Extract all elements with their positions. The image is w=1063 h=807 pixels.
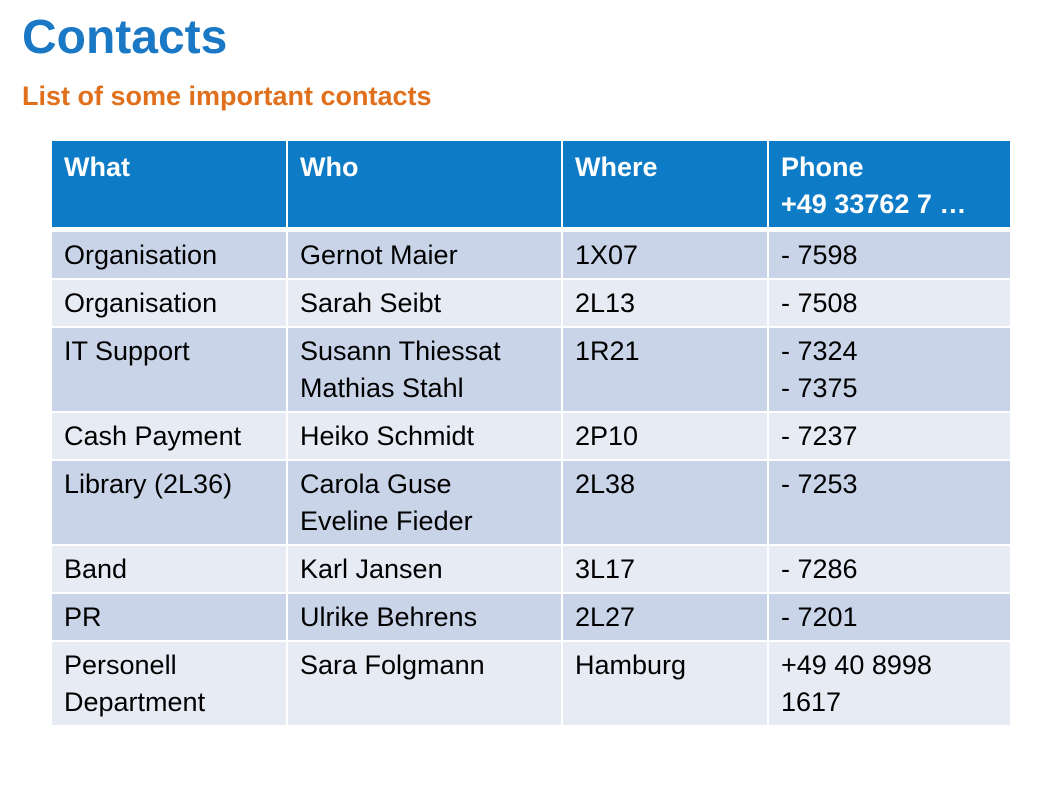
where-text: 2L27: [575, 602, 636, 632]
phone-text: - 7324: [781, 336, 858, 366]
header-phone: Phone +49 33762 7 …: [767, 139, 1012, 232]
cell-where: 3L17: [561, 544, 769, 594]
phone-text: - 7286: [781, 554, 858, 584]
what-text: PR: [64, 602, 102, 632]
cell-what: Personell Department: [50, 640, 288, 727]
what-text: Department: [64, 687, 206, 717]
table-row: Library (2L36) Carola Guse Eveline Fieder 2…: [50, 459, 1012, 546]
what-text: Band: [64, 554, 128, 584]
cell-phone: - 7253: [767, 459, 1012, 546]
table-row: PR Ulrike Behrens 2L27 - 7201: [50, 592, 1012, 642]
phone-text: - 7375: [781, 373, 858, 403]
what-text: Cash Payment: [64, 421, 242, 451]
header-who: Who: [286, 139, 563, 232]
table-row: Band Karl Jansen 3L17 - 7286: [50, 544, 1012, 594]
where-text: 1X07: [575, 240, 639, 270]
cell-phone: - 7508: [767, 278, 1012, 328]
header-what: What: [50, 139, 288, 232]
page-subtitle: List of some important contacts: [22, 81, 432, 111]
table-row: Organisation Sarah Seibt 2L13 - 7508: [50, 278, 1012, 328]
table-header-row: What Who Where Phone +49 33762 7 …: [50, 139, 1012, 232]
cell-who: Ulrike Behrens: [286, 592, 563, 642]
who-text: Heiko Schmidt: [300, 421, 475, 451]
who-text: Carola Guse: [300, 469, 452, 499]
cell-phone: - 7286: [767, 544, 1012, 594]
cell-who: Susann Thiessat Mathias Stahl: [286, 326, 563, 413]
cell-phone: - 7237: [767, 411, 1012, 461]
cell-phone: - 7324 - 7375: [767, 326, 1012, 413]
what-text: Organisation: [64, 240, 218, 270]
where-text: 1R21: [575, 336, 640, 366]
cell-what: PR: [50, 592, 288, 642]
cell-who: Carola Guse Eveline Fieder: [286, 459, 563, 546]
who-text: Gernot Maier: [300, 240, 458, 270]
what-text: IT Support: [64, 336, 190, 366]
cell-phone: +49 40 8998 1617: [767, 640, 1012, 727]
cell-where: 1R21: [561, 326, 769, 413]
cell-phone: - 7598: [767, 228, 1012, 280]
cell-where: 2L38: [561, 459, 769, 546]
who-text: Karl Jansen: [300, 554, 443, 584]
cell-where: 1X07: [561, 228, 769, 280]
cell-what: Cash Payment: [50, 411, 288, 461]
table-row: Cash Payment Heiko Schmidt 2P10 - 7237: [50, 411, 1012, 461]
cell-what: IT Support: [50, 326, 288, 413]
where-text: 2L13: [575, 288, 636, 318]
cell-what: Library (2L36): [50, 459, 288, 546]
cell-who: Gernot Maier: [286, 228, 563, 280]
phone-text: - 7201: [781, 602, 858, 632]
cell-who: Heiko Schmidt: [286, 411, 563, 461]
phone-text: +49 40 8998: [781, 650, 932, 680]
page-title: Contacts: [22, 11, 228, 64]
who-text: Sarah Seibt: [300, 288, 442, 318]
cell-what: Band: [50, 544, 288, 594]
cell-what: Organisation: [50, 228, 288, 280]
cell-who: Sarah Seibt: [286, 278, 563, 328]
cell-what: Organisation: [50, 278, 288, 328]
cell-where: 2P10: [561, 411, 769, 461]
cell-where: 2L13: [561, 278, 769, 328]
what-text: Library (2L36): [64, 469, 233, 499]
who-text: Mathias Stahl: [300, 373, 464, 403]
cell-where: Hamburg: [561, 640, 769, 727]
table-row: Personell Department Sara Folgmann Hamburg +…: [50, 640, 1012, 727]
where-text: 2P10: [575, 421, 639, 451]
where-text: 2L38: [575, 469, 636, 499]
contacts-table: What Who Where Phone +49 33762 7 … Organ…: [50, 139, 1012, 727]
phone-text: - 7253: [781, 469, 858, 499]
what-text: Personell: [64, 650, 177, 680]
cell-who: Sara Folgmann: [286, 640, 563, 727]
phone-text: - 7598: [781, 240, 858, 270]
phone-text: 1617: [781, 687, 842, 717]
cell-where: 2L27: [561, 592, 769, 642]
where-text: 3L17: [575, 554, 636, 584]
cell-phone: - 7201: [767, 592, 1012, 642]
table-row: IT Support Susann Thiessat Mathias Stahl 1R…: [50, 326, 1012, 413]
phone-text: - 7237: [781, 421, 858, 451]
phone-text: - 7508: [781, 288, 858, 318]
where-text: Hamburg: [575, 650, 687, 680]
cell-who: Karl Jansen: [286, 544, 563, 594]
who-text: Eveline Fieder: [300, 506, 473, 536]
who-text: Susann Thiessat: [300, 336, 501, 366]
table-row: Organisation Gernot Maier 1X07 - 7598: [50, 228, 1012, 280]
who-text: Sara Folgmann: [300, 650, 485, 680]
header-where: Where: [561, 139, 769, 232]
who-text: Ulrike Behrens: [300, 602, 478, 632]
what-text: Organisation: [64, 288, 218, 318]
